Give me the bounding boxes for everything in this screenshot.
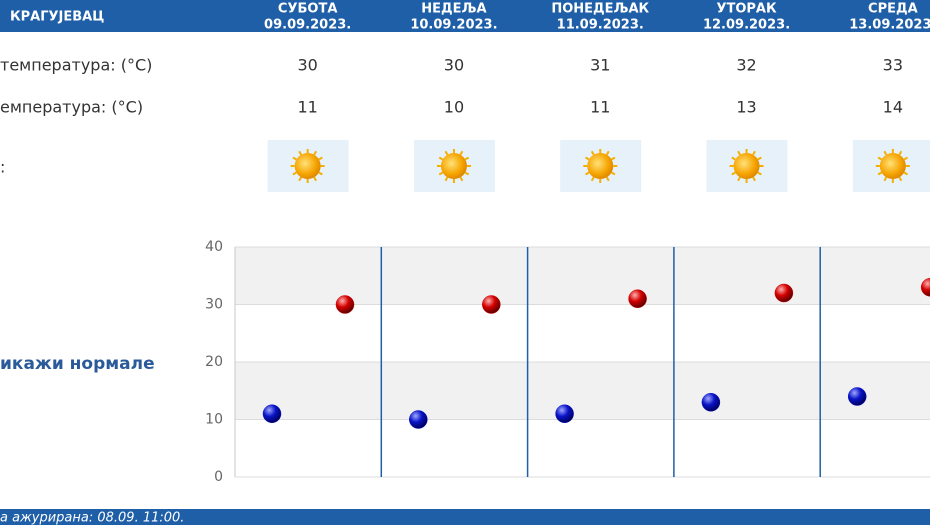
city: КРАГУЈЕВАЦ <box>10 10 104 25</box>
band <box>235 362 930 420</box>
sun-ray <box>737 176 741 182</box>
row-value: 11 <box>297 98 317 117</box>
sun-ray <box>292 171 297 176</box>
sun-ray <box>877 156 883 161</box>
sun-ray <box>464 156 470 161</box>
y-tick-label: 0 <box>214 469 223 485</box>
day-name: СУБОТА <box>278 2 337 17</box>
day-name: УТОРАК <box>716 2 777 17</box>
sun-ray <box>737 150 741 156</box>
y-tick-label: 20 <box>205 354 223 370</box>
sun-ray <box>585 171 590 176</box>
sun-ray <box>318 171 323 176</box>
band <box>235 247 930 305</box>
updated: а ажурирана: 08.09. 11:00. <box>0 511 184 526</box>
sun-ray <box>298 150 303 156</box>
sun-ray <box>444 176 449 182</box>
sun-ray <box>731 156 736 161</box>
sun <box>294 153 321 179</box>
point <box>262 404 282 423</box>
sun-ray <box>757 156 762 161</box>
sun-ray <box>731 171 736 176</box>
point <box>701 393 721 412</box>
day-date: 12.09.2023. <box>703 18 790 33</box>
point <box>335 295 355 314</box>
point <box>409 410 428 429</box>
row-value: 11 <box>590 98 610 117</box>
sun-ray <box>883 176 888 182</box>
point <box>920 278 930 297</box>
sun-ray <box>883 150 888 156</box>
day-name: ПОНЕДЕЉАК <box>551 2 649 17</box>
sun <box>879 153 906 179</box>
sun-ray <box>898 150 903 156</box>
sun-ray <box>590 150 595 156</box>
sun-ray <box>438 171 444 176</box>
row-label: температура: (°C) <box>0 56 152 75</box>
sun-ray <box>877 171 883 176</box>
y-tick-label: 10 <box>205 412 223 428</box>
row-label: емпература: (°C) <box>0 98 143 117</box>
point <box>847 387 867 406</box>
sun-ray <box>605 150 610 156</box>
sun <box>733 153 760 179</box>
sun <box>587 153 614 179</box>
sun-ray <box>313 150 318 156</box>
day-date: 11.09.2023. <box>557 18 644 33</box>
footer-bar <box>0 509 930 525</box>
sun-ray <box>444 150 449 156</box>
sun-ray <box>752 150 756 156</box>
header-bar <box>0 0 930 32</box>
y-tick-label: 30 <box>205 297 223 313</box>
sun-ray <box>903 156 909 161</box>
sun-ray <box>605 176 610 182</box>
row-value: 31 <box>590 56 610 75</box>
y-tick-label: 40 <box>205 239 223 255</box>
row-value: 10 <box>444 98 464 117</box>
sun-ray <box>464 171 470 176</box>
sun <box>440 153 467 179</box>
toggle-normals[interactable]: икажи нормале <box>0 354 155 374</box>
day-name: СРЕДА <box>868 2 918 17</box>
sun-ray <box>438 156 444 161</box>
row-value: 32 <box>736 56 756 75</box>
sun-ray <box>313 176 318 182</box>
point <box>628 289 647 308</box>
sun-ray <box>459 176 464 182</box>
day-date: 13.09.2023. <box>849 18 930 33</box>
row-value: 30 <box>444 56 464 75</box>
row-value: 14 <box>883 98 903 117</box>
sun-ray <box>590 176 595 182</box>
sun-ray <box>585 156 590 161</box>
sun-ray <box>611 171 616 176</box>
sun-ray <box>752 176 756 182</box>
row-value: 30 <box>297 56 317 75</box>
row-value: 13 <box>736 98 756 117</box>
row-label: : <box>0 158 5 177</box>
row-value: 33 <box>883 56 903 75</box>
point <box>482 295 501 314</box>
sun-ray <box>898 176 903 182</box>
sun-ray <box>298 176 303 182</box>
sun-ray <box>903 171 909 176</box>
day-date: 10.09.2023. <box>410 18 497 33</box>
sun-ray <box>459 150 464 156</box>
point <box>555 404 574 423</box>
point <box>774 283 794 303</box>
sun-ray <box>318 156 323 161</box>
sun-ray <box>757 171 762 176</box>
sun-ray <box>611 156 616 161</box>
day-date: 09.09.2023. <box>264 18 351 33</box>
day-name: НЕДЕЉА <box>421 2 486 17</box>
sun-ray <box>292 156 297 161</box>
